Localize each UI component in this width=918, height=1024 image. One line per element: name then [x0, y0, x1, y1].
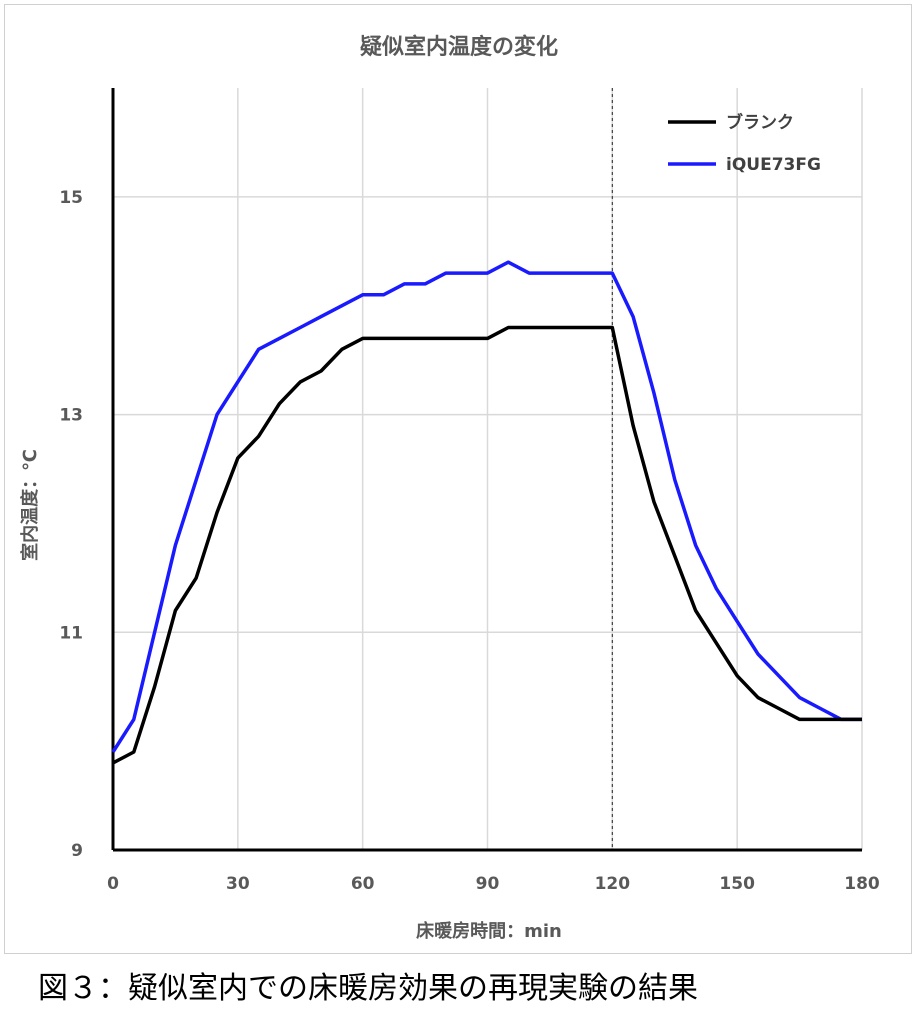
- figure-caption: 図３：疑似室内での床暖房効果の再現実験の結果: [38, 971, 698, 1006]
- x-tick-label: 180: [844, 874, 880, 894]
- y-axis-label: 室内温度：℃: [19, 449, 41, 561]
- series-lines: [111, 260, 862, 765]
- axes: [111, 88, 862, 852]
- x-tick-label: 30: [226, 874, 250, 894]
- x-tick-label: 150: [719, 874, 755, 894]
- chart-title: 疑似室内温度の変化: [360, 34, 558, 60]
- grid: [113, 88, 863, 850]
- chart-frame: [4, 4, 912, 954]
- y-tick-label: 9: [71, 841, 83, 861]
- x-tick-label: 120: [595, 874, 631, 894]
- y-tick-label: 13: [59, 406, 83, 426]
- x-tick-label: 90: [476, 874, 500, 894]
- legend-label: iQUE73FG: [726, 155, 821, 175]
- y-tick-label: 11: [59, 623, 83, 643]
- y-tick-label: 15: [59, 188, 83, 208]
- line-chart: 疑似室内温度の変化 0 30 60 90 120 150 180 9 11 13 15 床暖房時間：…: [19, 34, 880, 942]
- x-axis-label: 床暖房時間：min: [416, 920, 562, 942]
- x-tick-label: 0: [107, 874, 119, 894]
- series-line: [112, 325, 862, 765]
- series-line: [111, 260, 862, 753]
- legend: ブランク iQUE73FG: [668, 112, 821, 175]
- x-tick-label: 60: [351, 874, 375, 894]
- legend-label: ブランク: [726, 112, 794, 133]
- tick-labels: 0 30 60 90 120 150 180 9 11 13 15: [59, 188, 880, 894]
